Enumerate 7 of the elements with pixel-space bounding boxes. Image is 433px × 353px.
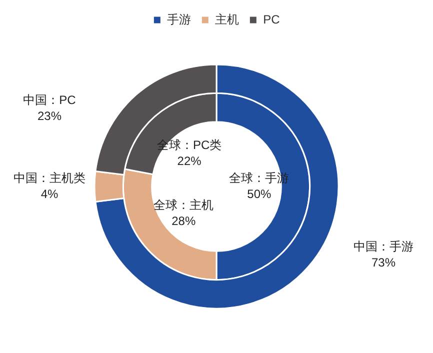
legend-label: 手游: [167, 12, 192, 26]
data-label: 中国：手游 73%: [354, 239, 414, 270]
data-label: 中国：PC 23%: [23, 93, 76, 124]
data-label: 中国：主机类 4%: [14, 170, 86, 201]
legend-label: PC: [263, 12, 280, 26]
data-label: 全球：主机 28%: [154, 198, 214, 228]
legend-label: 主机: [215, 12, 240, 26]
